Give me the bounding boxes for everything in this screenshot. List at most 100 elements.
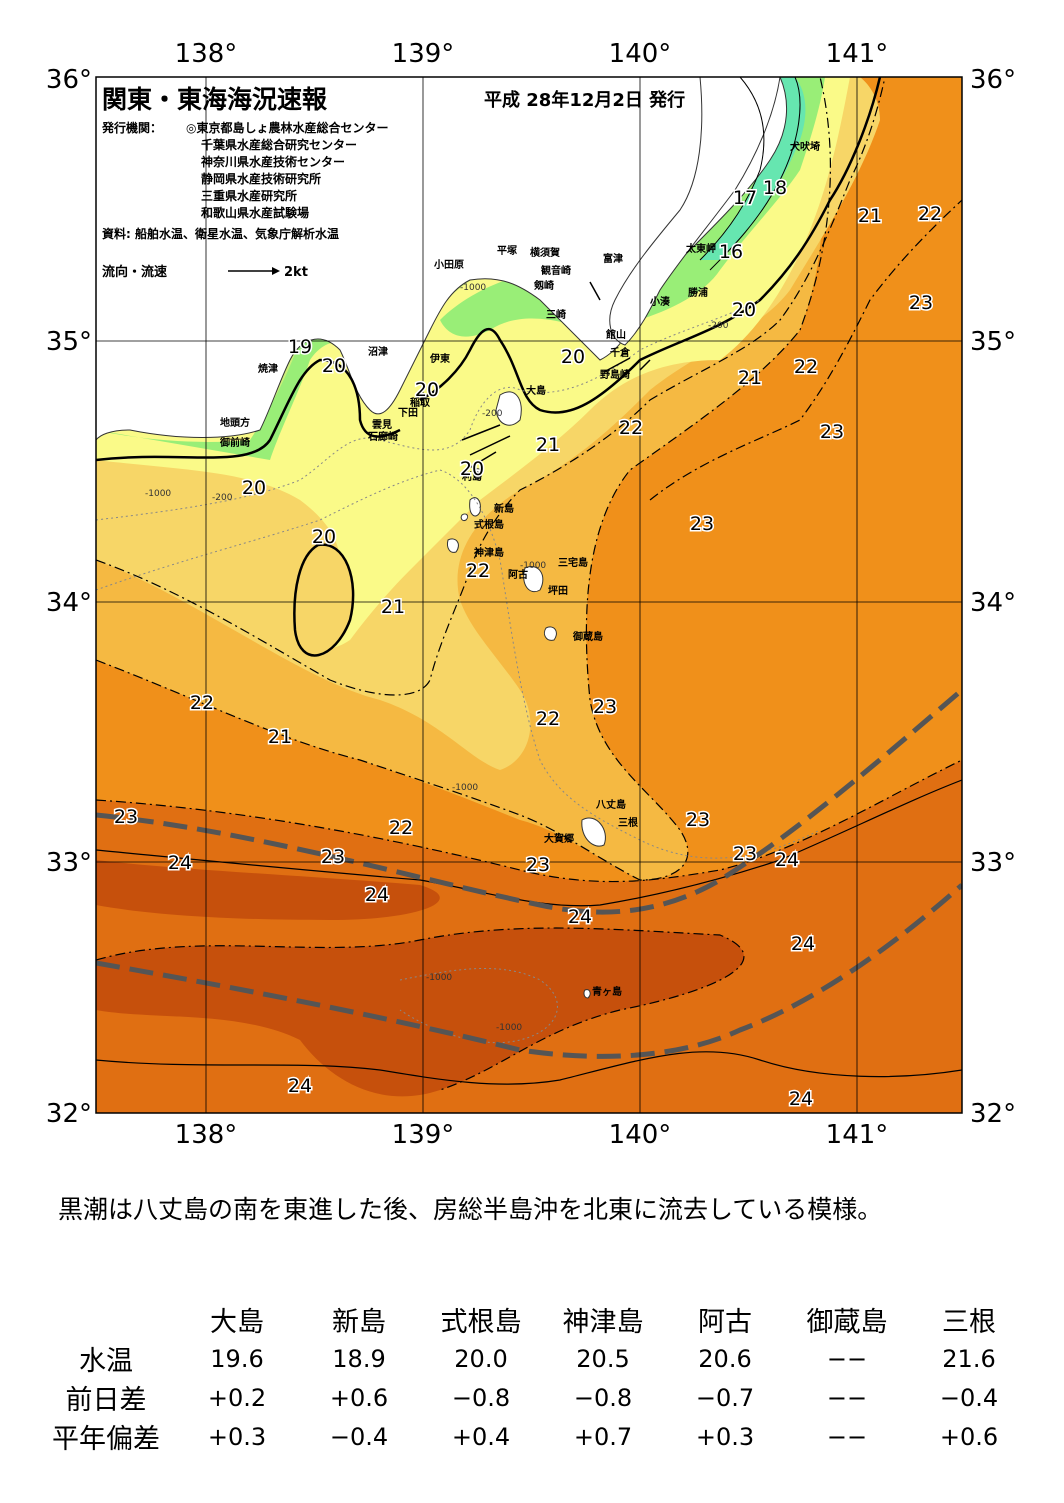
publisher-item: 和歌山県水産試験場 — [200, 205, 309, 220]
current-legend-arrow-icon — [228, 267, 280, 275]
isotherm-label: 20 — [322, 355, 346, 377]
aogashima-island — [583, 989, 591, 999]
table-cell: +0.3 — [695, 1422, 755, 1451]
isotherm-label: 24 — [168, 852, 192, 874]
current-arrow-icon — [589, 281, 601, 301]
isotherm-20-line — [96, 358, 401, 462]
place-label: 剱崎 — [533, 279, 554, 292]
publisher-item: 千葉県水産総合研究センター — [201, 137, 357, 152]
current-arrow-icon — [465, 451, 497, 471]
place-label: 富津 — [603, 252, 623, 265]
isotherm-label: 22 — [536, 708, 560, 730]
longitude-labels-top: 138° 139° 140° 141° — [175, 39, 889, 69]
current-legend-label: 流向・流速 — [102, 264, 167, 280]
place-label: 横須賀 — [530, 246, 560, 259]
isotherm-label: 24 — [365, 884, 389, 906]
place-label: 館山 — [605, 328, 626, 341]
isotherm-label: 20 — [460, 458, 484, 480]
island-temperature-table: 大島 新島 式根島 神津島 阿古 御蔵島 三根 水温 19.6 18.9 20.… — [36, 1300, 1030, 1456]
isotherm-label: 24 — [288, 1075, 312, 1097]
publisher-list: ◎東京都島しょ農林水産総合センター 千葉県水産総合研究センター 神奈川県水産技術… — [186, 120, 388, 220]
isotherm-22-line — [96, 77, 832, 881]
place-label: 犬吠埼 — [790, 140, 820, 153]
place-label: 勝浦 — [688, 286, 708, 299]
isotherm-lines — [96, 77, 962, 1091]
lon-label-top: 139° — [392, 39, 455, 69]
table-cell: −− — [826, 1344, 868, 1373]
isotherm-label: 23 — [690, 513, 714, 535]
isotherm-label: 24 — [568, 906, 592, 928]
depth-label: -1000 — [460, 283, 486, 293]
publisher-label: 発行機関： — [101, 120, 162, 135]
place-label: 石廊崎 — [367, 430, 398, 443]
isotherm-label: 22 — [794, 356, 818, 378]
lat-label-right: 33° — [970, 848, 1016, 878]
toshima-island — [473, 468, 483, 479]
isotherm-label: 20 — [561, 346, 585, 368]
isotherm-label: 24 — [791, 933, 815, 955]
isotherm-label: 18 — [763, 177, 787, 199]
hachijojima-island — [581, 817, 606, 847]
column-header: 新島 — [332, 1307, 386, 1338]
table-row: 平年偏差 +0.3 −0.4 +0.4 +0.7 +0.3 −− +0.6 — [36, 1417, 1030, 1456]
zone-25-south — [96, 928, 744, 1097]
place-label: 雲見 — [372, 419, 392, 431]
column-header: 三根 — [942, 1307, 996, 1338]
map-title: 関東・東海海況速報 — [102, 85, 328, 114]
lat-label-right: 36° — [970, 65, 1016, 95]
isotherm-label: 21 — [858, 205, 882, 227]
isotherm-23b-line — [649, 199, 962, 501]
table-cell: 19.6 — [210, 1344, 264, 1373]
table-cell: +0.6 — [939, 1422, 999, 1451]
place-label: 千倉 — [610, 346, 631, 359]
isotherm-20c-line — [293, 543, 355, 657]
lon-label-bottom: 140° — [609, 1120, 672, 1150]
place-label: 大島 — [526, 384, 546, 397]
longitude-labels-bottom: 138° 139° 140° 141° — [175, 1120, 889, 1150]
lat-label-left: 32° — [46, 1099, 92, 1129]
isotherm-label: 23 — [733, 843, 757, 865]
current-arrow-icon — [603, 357, 631, 373]
issue-date: 平成 28年12月2日 発行 — [484, 89, 685, 111]
table-cell: 18.9 — [332, 1344, 386, 1373]
isotherm-label: 23 — [114, 806, 138, 828]
isotherm-label: 22 — [466, 560, 490, 582]
place-label: 三根 — [618, 816, 638, 829]
isotherm-label: 24 — [789, 1088, 813, 1110]
place-label: 沼津 — [368, 345, 388, 358]
row-label: 水温 — [79, 1346, 133, 1377]
table-row: 水温 19.6 18.9 20.0 20.5 20.6 −− 21.6 — [36, 1339, 1030, 1378]
column-header: 阿古 — [698, 1307, 752, 1338]
isotherm-label: 21 — [268, 726, 292, 748]
kuroshio-north-edge — [96, 688, 962, 915]
table-cell: +0.6 — [329, 1383, 389, 1412]
niijima-island — [469, 497, 481, 517]
column-header: 神津島 — [562, 1307, 644, 1338]
isotherm-18-line — [709, 77, 801, 271]
isotherm-label: 23 — [686, 809, 710, 831]
latitude-labels-left: 36° 35° 34° 33° 32° — [46, 65, 92, 1129]
table-cell: −0.4 — [939, 1383, 999, 1412]
lon-label-bottom: 141° — [826, 1120, 889, 1150]
map-frame — [95, 76, 963, 1114]
place-label: 御蔵島 — [572, 630, 603, 643]
current-arrow-icon — [639, 359, 651, 371]
isotherm-label: 20 — [732, 299, 756, 321]
isotherm-label: 22 — [918, 203, 942, 225]
current-vectors — [461, 281, 651, 471]
place-name-labels: 犬吠埼 太東岬 勝浦 小湊 富津 横須賀 観音崎 平塚 小田原 剱崎 三崎 館山… — [219, 140, 820, 998]
place-label: 三崎 — [546, 308, 566, 321]
table-cell: +0.3 — [207, 1422, 267, 1451]
table-corner — [36, 1300, 176, 1339]
table-cell: −0.7 — [695, 1383, 755, 1412]
boso-peninsula — [609, 77, 781, 346]
honshu-coast — [96, 77, 788, 441]
place-label: 地頭方 — [220, 416, 250, 429]
zone-21-pool — [294, 544, 354, 656]
miyakejima-island — [523, 566, 544, 592]
column-header: 大島 — [210, 1307, 264, 1338]
table-cell: 20.0 — [454, 1344, 508, 1373]
current-arrow-icon — [461, 424, 501, 441]
place-label: 御前崎 — [219, 436, 250, 449]
land — [96, 77, 788, 999]
